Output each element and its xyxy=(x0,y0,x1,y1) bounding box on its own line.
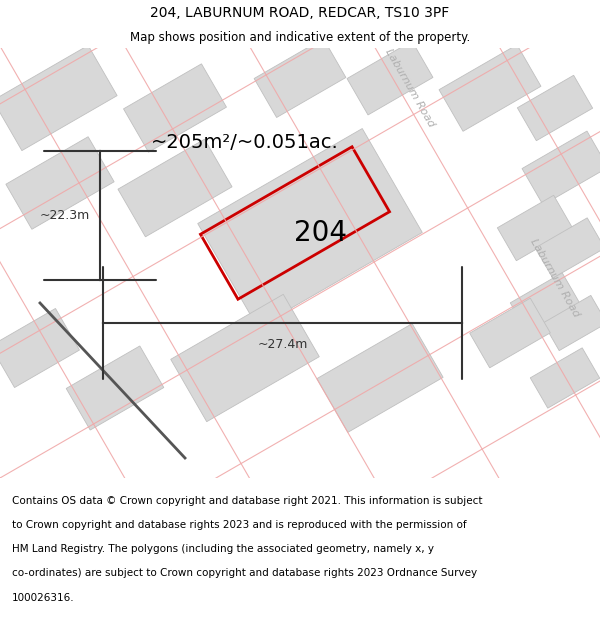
Polygon shape xyxy=(118,139,232,237)
Text: Laburnum Road: Laburnum Road xyxy=(383,47,437,129)
Text: co-ordinates) are subject to Crown copyright and database rights 2023 Ordnance S: co-ordinates) are subject to Crown copyr… xyxy=(12,568,477,578)
Polygon shape xyxy=(171,294,319,422)
Text: ~27.4m: ~27.4m xyxy=(257,338,308,351)
Polygon shape xyxy=(0,46,117,151)
Polygon shape xyxy=(522,131,600,205)
Polygon shape xyxy=(254,39,346,118)
Text: Map shows position and indicative extent of the property.: Map shows position and indicative extent… xyxy=(130,31,470,44)
Polygon shape xyxy=(517,75,593,141)
Polygon shape xyxy=(317,324,443,432)
Text: to Crown copyright and database rights 2023 and is reproduced with the permissio: to Crown copyright and database rights 2… xyxy=(12,520,467,530)
Text: 100026316.: 100026316. xyxy=(12,592,74,602)
Text: ~22.3m: ~22.3m xyxy=(40,209,90,222)
Polygon shape xyxy=(510,273,580,333)
Polygon shape xyxy=(543,296,600,351)
Text: HM Land Registry. The polygons (including the associated geometry, namely x, y: HM Land Registry. The polygons (includin… xyxy=(12,544,434,554)
Polygon shape xyxy=(124,64,226,152)
Polygon shape xyxy=(530,348,600,408)
Polygon shape xyxy=(470,298,550,368)
Polygon shape xyxy=(535,218,600,278)
Text: Contains OS data © Crown copyright and database right 2021. This information is : Contains OS data © Crown copyright and d… xyxy=(12,496,482,506)
Text: 204: 204 xyxy=(293,219,347,247)
Text: ~205m²/~0.051ac.: ~205m²/~0.051ac. xyxy=(151,134,339,152)
Polygon shape xyxy=(0,309,79,388)
Polygon shape xyxy=(347,41,433,115)
Text: Laburnum Road: Laburnum Road xyxy=(529,237,581,319)
Polygon shape xyxy=(66,346,164,430)
Polygon shape xyxy=(439,45,541,131)
Text: 204, LABURNUM ROAD, REDCAR, TS10 3PF: 204, LABURNUM ROAD, REDCAR, TS10 3PF xyxy=(151,6,449,21)
Polygon shape xyxy=(6,137,114,229)
Polygon shape xyxy=(497,195,572,261)
Polygon shape xyxy=(198,129,422,328)
